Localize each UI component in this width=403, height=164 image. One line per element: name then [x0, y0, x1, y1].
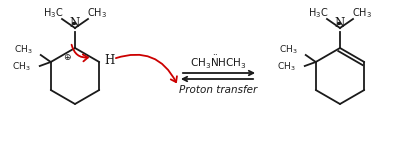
Text: Proton transfer: Proton transfer — [179, 85, 257, 95]
Text: CH$_3\ddot{\rm N}$HCH$_3$: CH$_3\ddot{\rm N}$HCH$_3$ — [189, 53, 246, 71]
Text: CH$_3$: CH$_3$ — [277, 61, 296, 73]
Text: CH$_3$: CH$_3$ — [14, 44, 33, 56]
FancyArrowPatch shape — [72, 45, 88, 61]
Text: N: N — [335, 17, 345, 30]
Text: H$_3$C: H$_3$C — [308, 6, 328, 20]
Text: H: H — [104, 53, 114, 66]
FancyArrowPatch shape — [116, 55, 177, 82]
Text: N: N — [70, 17, 80, 30]
Text: ⊕: ⊕ — [63, 52, 71, 62]
Text: CH$_3$: CH$_3$ — [87, 6, 107, 20]
Text: CH$_3$: CH$_3$ — [279, 44, 298, 56]
Text: CH$_3$: CH$_3$ — [12, 61, 31, 73]
Text: CH$_3$: CH$_3$ — [352, 6, 372, 20]
Text: H$_3$C: H$_3$C — [43, 6, 63, 20]
